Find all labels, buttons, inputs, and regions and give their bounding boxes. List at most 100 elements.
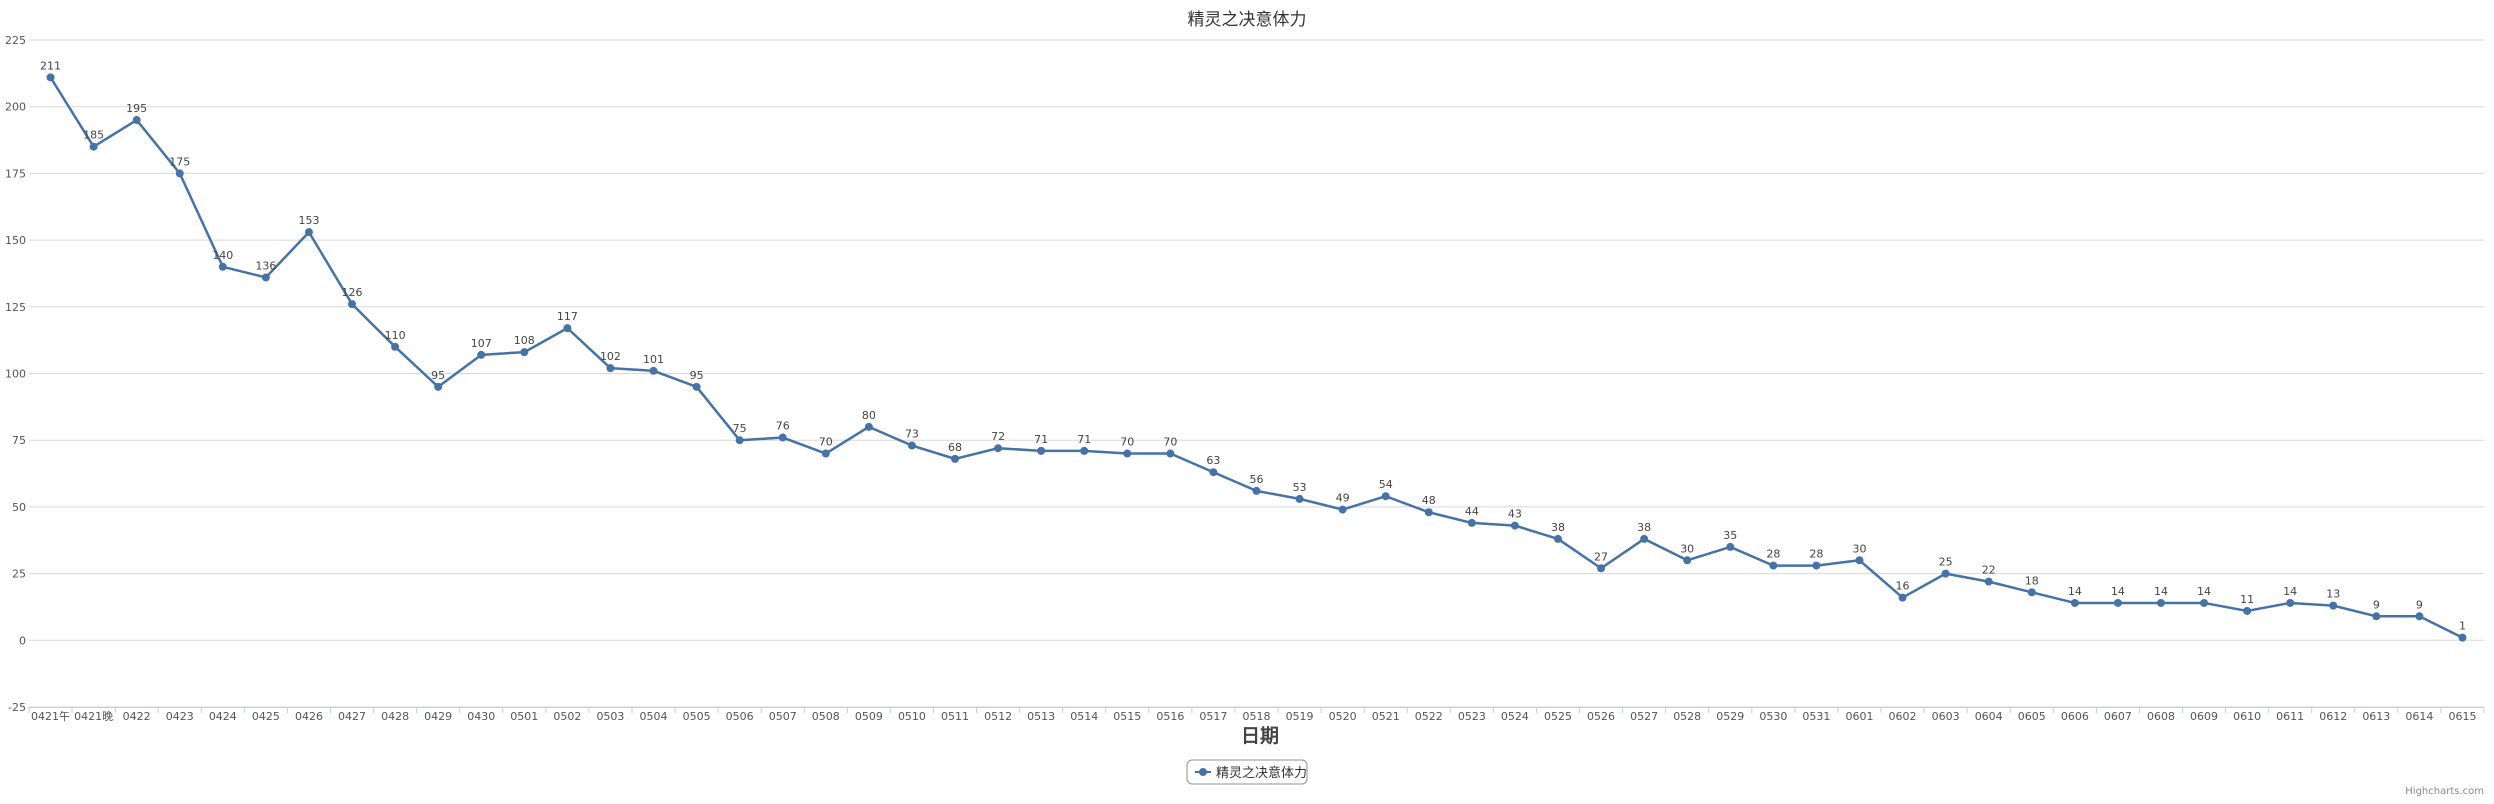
data-label: 140	[212, 249, 233, 262]
data-point	[864, 422, 873, 431]
x-tick-label: 0421晚	[74, 710, 113, 723]
data-label: 27	[1594, 550, 1608, 563]
x-tick-label: 0510	[898, 710, 926, 723]
data-point	[1080, 446, 1089, 455]
credits-link[interactable]: Highcharts.com	[2405, 786, 2484, 797]
x-tick-label: 0605	[2018, 710, 2046, 723]
data-point	[2286, 598, 2295, 607]
y-tick-label: 50	[12, 501, 26, 514]
y-tick-label: 100	[5, 368, 26, 381]
data-point	[821, 449, 830, 458]
data-point	[1467, 518, 1476, 527]
data-label: 63	[1206, 454, 1220, 467]
data-label: 95	[690, 369, 704, 382]
data-point	[1726, 542, 1735, 551]
data-label: 153	[298, 214, 319, 227]
chart-title: 精灵之决意体力	[1188, 10, 1307, 30]
x-tick-label: 0604	[1975, 710, 2003, 723]
legend-item-label[interactable]: 精灵之决意体力	[1216, 765, 1307, 781]
legend[interactable]: 精灵之决意体力	[1186, 759, 1308, 785]
gridlines	[29, 39, 2484, 708]
data-point	[1769, 561, 1778, 570]
x-tick-label: 0513	[1027, 710, 1055, 723]
data-point	[304, 228, 313, 237]
x-tick-label: 0515	[1113, 710, 1141, 723]
data-point	[1683, 556, 1692, 565]
x-tick-label: 0524	[1501, 710, 1529, 723]
x-tick-label: 0428	[381, 710, 409, 723]
data-point	[692, 382, 701, 391]
data-point	[1209, 468, 1218, 477]
x-tick-label: 0520	[1329, 710, 1357, 723]
x-tick-label: 0425	[252, 710, 280, 723]
data-label: 101	[643, 353, 664, 366]
y-tick-label: 175	[5, 167, 26, 180]
x-tick-label: 0511	[941, 710, 969, 723]
data-label: 108	[514, 334, 535, 347]
x-tick-label: 0525	[1544, 710, 1572, 723]
data-label: 70	[1120, 436, 1134, 449]
data-point	[994, 444, 1003, 453]
data-point	[1166, 449, 1175, 458]
data-label: 75	[733, 422, 747, 435]
data-label: 35	[1723, 529, 1737, 542]
y-tick-label: 75	[12, 434, 26, 447]
x-tick-label: 0427	[338, 710, 366, 723]
data-point	[1855, 556, 1864, 565]
x-tick-label: 0512	[984, 710, 1012, 723]
x-tick-label: 0615	[2448, 710, 2476, 723]
data-point	[563, 324, 572, 333]
x-tick-label: 0611	[2276, 710, 2304, 723]
x-axis-title: 日期	[1241, 725, 1279, 747]
x-tick-label: 0608	[2147, 710, 2175, 723]
data-label: 18	[2025, 574, 2039, 587]
data-label: 14	[2283, 585, 2297, 598]
x-tick-label: 0610	[2233, 710, 2261, 723]
x-tick-label: 0606	[2061, 710, 2089, 723]
data-label: 38	[1551, 521, 1565, 534]
legend-box[interactable]	[1186, 759, 1308, 785]
data-point	[1252, 486, 1261, 495]
x-tick-label: 0526	[1587, 710, 1615, 723]
data-label: 68	[948, 441, 962, 454]
data-point	[2372, 612, 2381, 621]
data-point	[606, 364, 615, 373]
y-tick-label: -25	[8, 701, 26, 714]
data-label: 136	[255, 259, 276, 272]
data-label: 13	[2326, 588, 2340, 601]
data-label: 22	[1982, 564, 1996, 577]
data-point	[907, 441, 916, 450]
data-label: 28	[1766, 548, 1780, 561]
data-label: 16	[1896, 580, 1910, 593]
data-label: 14	[2111, 585, 2125, 598]
x-tick-label: 0509	[855, 710, 883, 723]
data-point	[1941, 569, 1950, 578]
data-label: 185	[83, 129, 104, 142]
data-point	[1898, 593, 1907, 602]
data-point	[46, 73, 55, 82]
y-tick-label: 125	[5, 301, 26, 314]
x-tick-label: 0517	[1199, 710, 1227, 723]
data-point	[1510, 521, 1519, 530]
data-point	[1424, 508, 1433, 517]
data-label: 95	[431, 369, 445, 382]
data-label: 195	[126, 102, 147, 115]
x-tick-label: 0506	[726, 710, 754, 723]
data-point	[1640, 534, 1649, 543]
x-tick-label: 0503	[596, 710, 624, 723]
x-tick-label: 0613	[2362, 710, 2390, 723]
x-tick-label: 0519	[1286, 710, 1314, 723]
x-tick-label: 0529	[1716, 710, 1744, 723]
series-line	[49, 76, 2464, 639]
y-tick-label: 200	[5, 101, 26, 114]
data-label: 28	[1809, 548, 1823, 561]
data-label: 73	[905, 428, 919, 441]
x-axis: 0421午 0421晚 0422 0423 0424 0425 0426 0427 0428 04…	[28, 707, 2485, 723]
data-point	[1812, 561, 1821, 570]
x-tick-label: 0422	[123, 710, 151, 723]
data-label: 25	[1939, 556, 1953, 569]
data-point	[175, 169, 184, 178]
x-tick-label: 0521	[1372, 710, 1400, 723]
